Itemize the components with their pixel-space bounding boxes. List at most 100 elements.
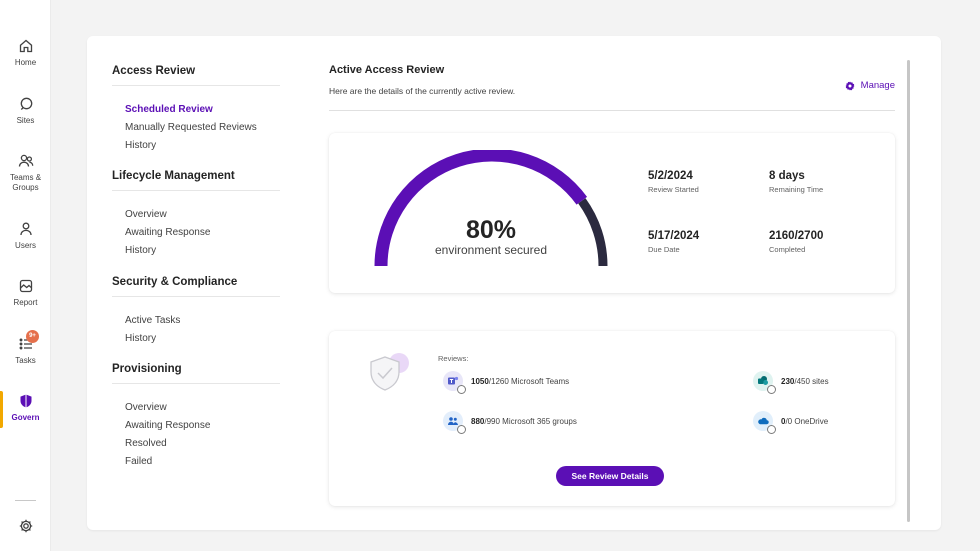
groups-icon — [443, 411, 466, 434]
review-count: 1050 — [471, 376, 489, 386]
review-sites: 230/450 sites — [753, 371, 829, 394]
nav-section-lifecycle: Lifecycle Management Overview Awaiting R… — [112, 169, 280, 260]
review-teams-text: 1050/1260 Microsoft Teams — [471, 377, 569, 386]
nav-link-lifecycle-awaiting-response[interactable]: Awaiting Response — [125, 227, 211, 238]
person-icon — [19, 222, 32, 236]
nav-link-manually-requested-reviews[interactable]: Manually Requested Reviews — [125, 122, 257, 133]
review-count: 0 — [781, 416, 786, 426]
report-icon — [19, 279, 32, 293]
manage-label: Manage — [860, 80, 895, 91]
active-indicator — [0, 391, 3, 428]
page-title: Active Access Review — [329, 64, 445, 76]
stat-completed: 2160/2700 Completed — [769, 229, 879, 254]
rail-label-teams-groups: Teams & Groups — [9, 173, 42, 192]
nav-link-lifecycle-overview[interactable]: Overview — [125, 209, 167, 220]
main-card: Access Review Scheduled Review Manually … — [87, 36, 941, 530]
review-total: /0 OneDrive — [785, 416, 829, 426]
rail-label-home: Home — [14, 58, 37, 67]
stat-remaining-time: 8 days Remaining Time — [769, 169, 879, 194]
manage-button[interactable]: Manage — [845, 80, 895, 91]
stat-review-started: 5/2/2024 Review Started — [648, 169, 758, 194]
nav-heading-provisioning: Provisioning — [112, 363, 182, 375]
review-total: /990 Microsoft 365 groups — [484, 416, 577, 426]
shield-illustration-icon — [370, 353, 409, 391]
nav-link-resolved[interactable]: Resolved — [125, 438, 167, 449]
header-divider — [329, 110, 895, 111]
stat-label: Remaining Time — [769, 185, 824, 194]
people-icon — [18, 154, 33, 167]
rail-label-sites: Sites — [16, 116, 35, 125]
review-teams: 1050/1260 Microsoft Teams — [443, 371, 569, 394]
review-total: /450 sites — [794, 376, 829, 386]
stat-label: Completed — [769, 245, 806, 254]
nav-heading-security: Security & Compliance — [112, 276, 238, 288]
review-total: /1260 Microsoft Teams — [488, 376, 570, 386]
review-sites-text: 230/450 sites — [781, 377, 829, 386]
progress-gauge — [374, 150, 608, 267]
nav-heading-lifecycle: Lifecycle Management — [112, 170, 235, 182]
nav-divider — [112, 383, 280, 384]
sites-icon — [20, 97, 32, 110]
stat-label: Review Started — [648, 185, 699, 194]
nav-divider — [112, 85, 280, 86]
rail-item-home[interactable]: Home — [0, 38, 51, 68]
review-onedrive-text: 0/0 OneDrive — [781, 417, 828, 426]
review-count: 880 — [471, 416, 485, 426]
nav-link-access-review-history[interactable]: History — [125, 140, 157, 151]
review-groups-text: 880/990 Microsoft 365 groups — [471, 417, 577, 426]
rail-label-users: Users — [15, 241, 36, 250]
gauge-remaining-arc — [578, 198, 608, 267]
onedrive-icon — [753, 411, 776, 434]
rail-divider — [15, 500, 36, 501]
rail-item-tasks[interactable]: 9+ Tasks — [0, 330, 51, 366]
nav-link-provisioning-overview[interactable]: Overview — [125, 402, 167, 413]
stat-value: 2160/2700 — [769, 230, 824, 242]
nav-section-provisioning: Provisioning Overview Awaiting Response … — [112, 362, 280, 471]
review-onedrive: 0/0 OneDrive — [753, 411, 828, 434]
sharepoint-icon — [753, 371, 776, 394]
nav-heading-access-review: Access Review — [112, 65, 196, 77]
tasks-badge: 9+ — [26, 330, 39, 343]
nav-link-active-tasks[interactable]: Active Tasks — [125, 315, 181, 326]
nav-divider — [112, 296, 280, 297]
settings-icon — [19, 519, 32, 533]
gauge-caption: environment secured — [434, 243, 548, 257]
gauge-value: 80% — [465, 216, 517, 244]
review-count: 230 — [781, 376, 795, 386]
rail-item-govern[interactable]: Govern — [0, 393, 51, 423]
nav-link-provisioning-awaiting-response[interactable]: Awaiting Response — [125, 420, 211, 431]
stat-due-date: 5/17/2024 Due Date — [648, 229, 758, 254]
gear-icon — [845, 81, 855, 90]
rail-item-teams-groups[interactable]: Teams & Groups — [0, 153, 51, 193]
rail-item-report[interactable]: Report — [0, 278, 51, 308]
rail-label-tasks: Tasks — [15, 356, 36, 365]
settings-button[interactable] — [0, 518, 51, 534]
stat-value: 8 days — [769, 170, 805, 182]
check-shield-icon — [457, 385, 466, 394]
nav-section-security: Security & Compliance Active Tasks Histo… — [112, 275, 280, 348]
check-shield-icon — [767, 425, 776, 434]
stat-value: 5/17/2024 — [648, 230, 700, 242]
gauge-panel: 80% environment secured 5/2/2024 Review … — [329, 133, 895, 293]
review-m365-groups: 880/990 Microsoft 365 groups — [443, 411, 577, 434]
nav-divider — [112, 190, 280, 191]
rail-label-report: Report — [13, 298, 38, 307]
nav-link-failed[interactable]: Failed — [125, 456, 153, 467]
stat-label: Due Date — [648, 245, 680, 254]
rail-item-users[interactable]: Users — [0, 221, 51, 251]
check-shield-icon — [457, 425, 466, 434]
nav-link-lifecycle-history[interactable]: History — [125, 245, 157, 256]
rail-item-sites[interactable]: Sites — [0, 96, 51, 126]
scrollbar[interactable] — [907, 60, 910, 522]
nav-link-security-history[interactable]: History — [125, 333, 157, 344]
teams-icon — [443, 371, 466, 394]
rail-label-govern: Govern — [11, 413, 40, 422]
nav-link-scheduled-review[interactable]: Scheduled Review — [125, 104, 213, 115]
nav-section-access-review: Access Review Scheduled Review Manually … — [112, 64, 280, 155]
reviews-panel: Reviews: 1050/1260 Microsoft Teams 230/4… — [329, 331, 895, 506]
gauge-filled-arc — [374, 150, 588, 267]
reviews-label: Reviews: — [438, 354, 469, 363]
home-icon — [19, 39, 32, 53]
shield-icon — [20, 394, 31, 408]
see-review-details-button[interactable]: See Review Details — [556, 466, 664, 486]
